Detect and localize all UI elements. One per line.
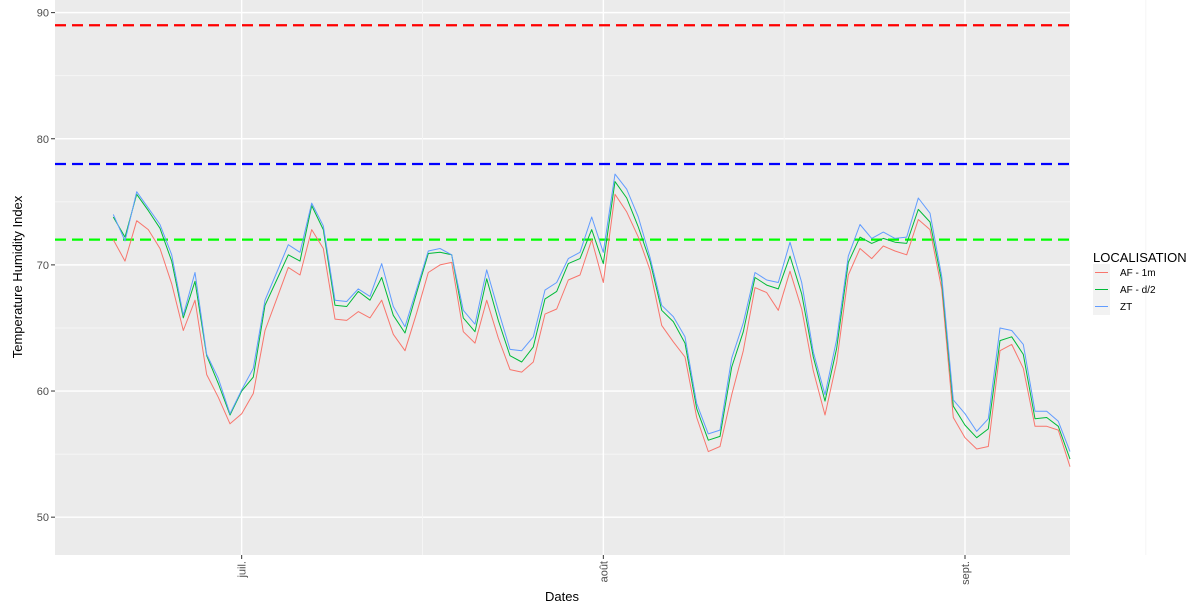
y-tick-label: 70: [37, 260, 49, 272]
series-lines: [112, 173, 1071, 467]
x-tick-label: juil.: [237, 561, 249, 579]
legend: LOCALISATION AF - 1m AF - d/2 ZT: [1093, 250, 1187, 315]
legend-label: AF - d/2: [1120, 285, 1156, 296]
x-tick-label: août: [598, 561, 610, 582]
series-line: [112, 193, 1071, 467]
legend-label: AF - 1m: [1120, 268, 1156, 279]
y-tick-label: 50: [37, 512, 49, 524]
legend-label: ZT: [1120, 302, 1132, 313]
series-line: [112, 173, 1071, 452]
x-axis: juil. août sept.: [237, 555, 972, 585]
x-axis-title: Dates: [545, 589, 579, 604]
y-tick-label: 80: [37, 134, 49, 146]
grid: [55, 0, 1147, 555]
legend-items: AF - 1m AF - d/2 ZT: [1093, 264, 1156, 315]
series-line: [112, 181, 1071, 460]
y-tick-label: 90: [37, 8, 49, 20]
legend-title: LOCALISATION: [1093, 250, 1187, 265]
y-axis: 50 60 70 80 90: [37, 8, 55, 524]
y-axis-title: Temperature Humidity Index: [10, 195, 25, 358]
y-tick-label: 60: [37, 386, 49, 398]
x-tick-label: sept.: [960, 561, 972, 585]
